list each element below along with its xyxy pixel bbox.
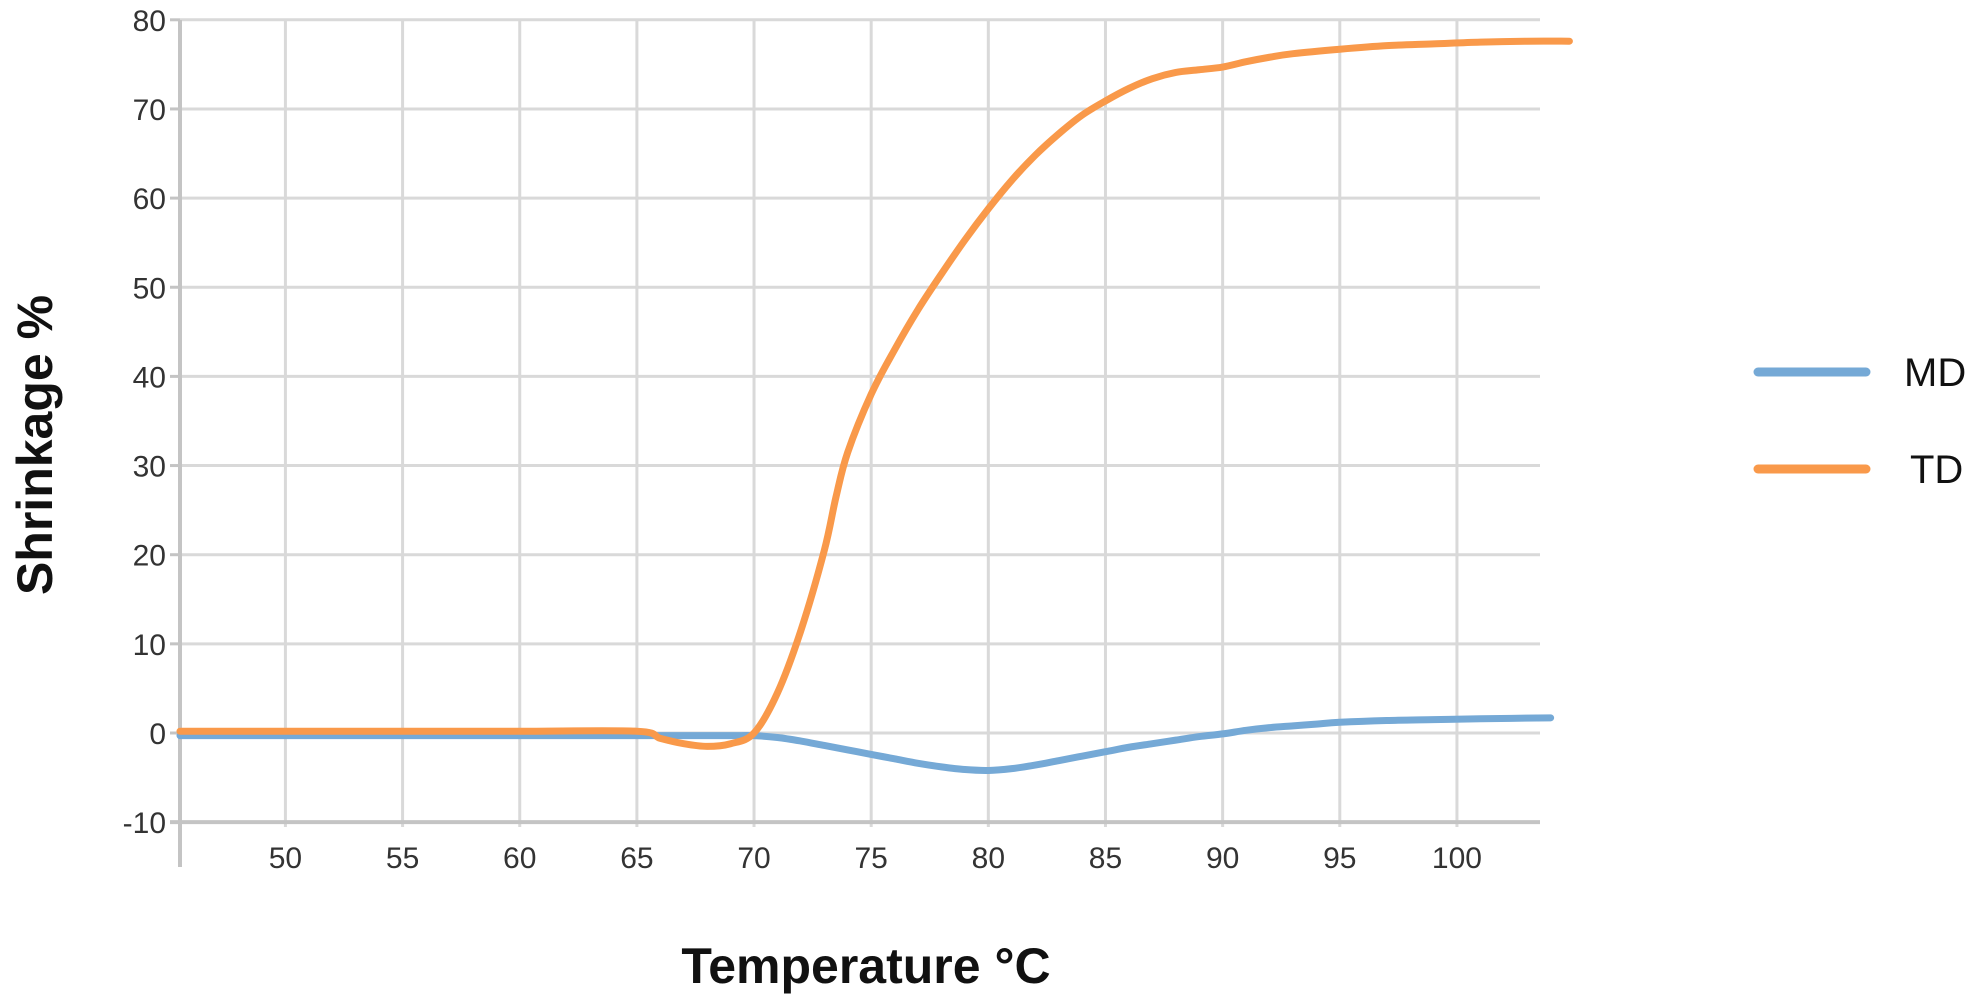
y-tick-label: 10 <box>133 629 166 662</box>
y-tick-label: 0 <box>149 718 166 751</box>
y-tick-label: 70 <box>133 94 166 127</box>
x-tick-label: 60 <box>503 842 536 875</box>
series-line-td[interactable] <box>176 37 1573 750</box>
y-tick-label: 80 <box>133 5 166 38</box>
legend-item-md[interactable]: MD <box>1753 351 1966 395</box>
y-tick-label: 30 <box>133 451 166 484</box>
x-tick-label: 90 <box>1206 842 1239 875</box>
series-line-md[interactable] <box>176 714 1555 774</box>
y-tick-label: 20 <box>133 540 166 573</box>
x-tick-label: 55 <box>386 842 419 875</box>
x-tick-label: 75 <box>854 842 887 875</box>
x-tick-label: 95 <box>1323 842 1356 875</box>
y-axis-title: Shrinkage % <box>7 295 63 595</box>
y-tick-label: 40 <box>133 361 166 394</box>
legend-item-td[interactable]: TD <box>1753 448 1963 492</box>
grid-layer <box>180 18 1540 827</box>
x-tick-label: 50 <box>269 842 302 875</box>
x-axis-title: Temperature °C <box>681 938 1050 994</box>
axis-layer <box>170 18 1540 867</box>
x-tick-label: 85 <box>1089 842 1122 875</box>
legend-label-td: TD <box>1910 448 1963 492</box>
series-layer <box>176 37 1573 774</box>
y-tick-label: 50 <box>133 272 166 305</box>
y-tick-label: 60 <box>133 183 166 216</box>
x-tick-label: 100 <box>1432 842 1482 875</box>
legend: MD TD <box>1753 351 1966 492</box>
y-tick-label: -10 <box>123 807 166 840</box>
legend-label-md: MD <box>1904 351 1966 395</box>
x-tick-label: 65 <box>620 842 653 875</box>
x-tick-label: 70 <box>737 842 770 875</box>
x-tick-label: 80 <box>972 842 1005 875</box>
tick-labels: -10 0 10 20 30 40 50 60 70 80 50 55 60 65 70 75 80 85 90 95… <box>123 5 1482 875</box>
